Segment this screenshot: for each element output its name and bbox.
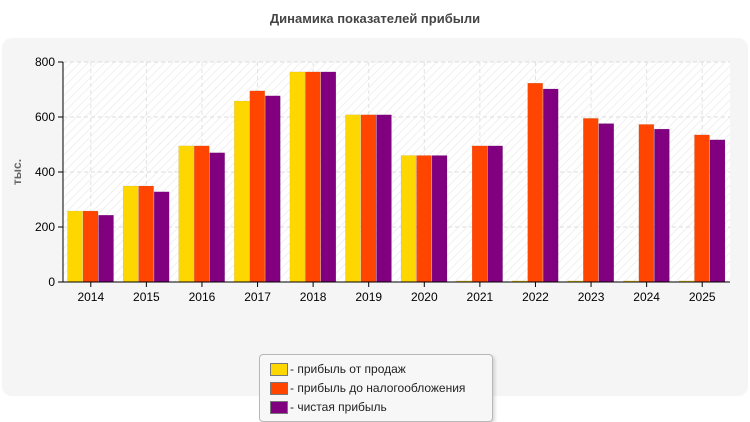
y-tick-label: 600 xyxy=(35,110,55,124)
chart-panel: 0 200 400 600 800 2014 2015 2016 2017 2018 2019 202… xyxy=(2,38,748,422)
bar-2016-series-3 xyxy=(209,152,225,283)
legend-label: - прибыль до налогообложения xyxy=(290,381,466,395)
chart-plot: 0 200 400 600 800 2014 2015 2016 2017 2018 2019 202… xyxy=(10,55,730,304)
bar-2019-series-1 xyxy=(345,114,361,283)
bar-2022-series-3 xyxy=(542,88,559,283)
legend-item-net-profit: - чистая прибыль xyxy=(270,398,387,416)
legend-swatch xyxy=(270,362,288,376)
bar-2015-series-2 xyxy=(138,185,154,283)
bar-2019-series-3 xyxy=(376,114,392,283)
chart-legend: - прибыль от продаж - прибыль до налогоо… xyxy=(259,354,493,422)
legend-label: - чистая прибыль xyxy=(290,400,387,414)
y-axis-label: тыс. xyxy=(10,159,24,185)
x-tick-label: 2014 xyxy=(77,290,104,304)
x-tick-label: 2017 xyxy=(244,290,271,304)
bar-2019-series-2 xyxy=(360,114,377,283)
bar-2020-series-1 xyxy=(400,155,417,283)
bar-2015-series-1 xyxy=(122,185,139,283)
bar-2018-series-2 xyxy=(305,71,321,283)
chart-title: Динамика показателей прибыли xyxy=(269,11,481,26)
bar-2020-series-2 xyxy=(416,155,432,283)
bar-2014-series-1 xyxy=(67,210,83,283)
bar-2022-series-2 xyxy=(527,82,543,283)
bar-2025-series-2 xyxy=(694,134,710,283)
x-tick-label: 2025 xyxy=(689,290,716,304)
x-tick-label: 2024 xyxy=(633,290,660,304)
bar-2018-series-1 xyxy=(289,71,306,283)
bar-2016-series-1 xyxy=(178,145,194,283)
y-tick-label: 800 xyxy=(35,55,55,69)
bar-2021-series-3 xyxy=(487,145,503,283)
legend-item-sales-profit: - прибыль от продаж xyxy=(270,360,406,378)
bar-2023-series-3 xyxy=(598,123,615,283)
x-tick-label: 2015 xyxy=(133,290,160,304)
y-tick-label: 200 xyxy=(35,220,55,234)
y-tick-label: 400 xyxy=(35,165,55,179)
bar-2025-series-3 xyxy=(709,139,726,283)
x-tick-label: 2018 xyxy=(300,290,327,304)
legend-swatch xyxy=(270,400,288,414)
bar-2024-series-3 xyxy=(654,128,670,283)
bar-2017-series-2 xyxy=(249,90,266,283)
bar-2017-series-1 xyxy=(234,100,250,283)
bar-2014-series-3 xyxy=(98,214,114,283)
legend-label: - прибыль от продаж xyxy=(290,362,406,376)
bar-2021-series-2 xyxy=(471,145,488,283)
bar-2014-series-2 xyxy=(82,210,99,283)
legend-item-pretax-profit: - прибыль до налогообложения xyxy=(270,379,465,397)
legend-swatch xyxy=(270,381,288,395)
bar-2016-series-2 xyxy=(193,145,210,283)
x-tick-label: 2016 xyxy=(189,290,216,304)
x-tick-label: 2023 xyxy=(578,290,605,304)
bar-2015-series-3 xyxy=(153,191,170,283)
bar-2020-series-3 xyxy=(431,155,448,283)
x-tick-label: 2020 xyxy=(411,290,438,304)
bar-2018-series-3 xyxy=(320,71,337,283)
x-tick-label: 2019 xyxy=(355,290,382,304)
x-tick-label: 2022 xyxy=(522,290,549,304)
bar-2024-series-2 xyxy=(638,124,655,283)
y-tick-label: 0 xyxy=(48,275,55,289)
bar-2023-series-2 xyxy=(583,118,599,283)
bar-2017-series-3 xyxy=(265,95,281,283)
x-tick-label: 2021 xyxy=(467,290,494,304)
